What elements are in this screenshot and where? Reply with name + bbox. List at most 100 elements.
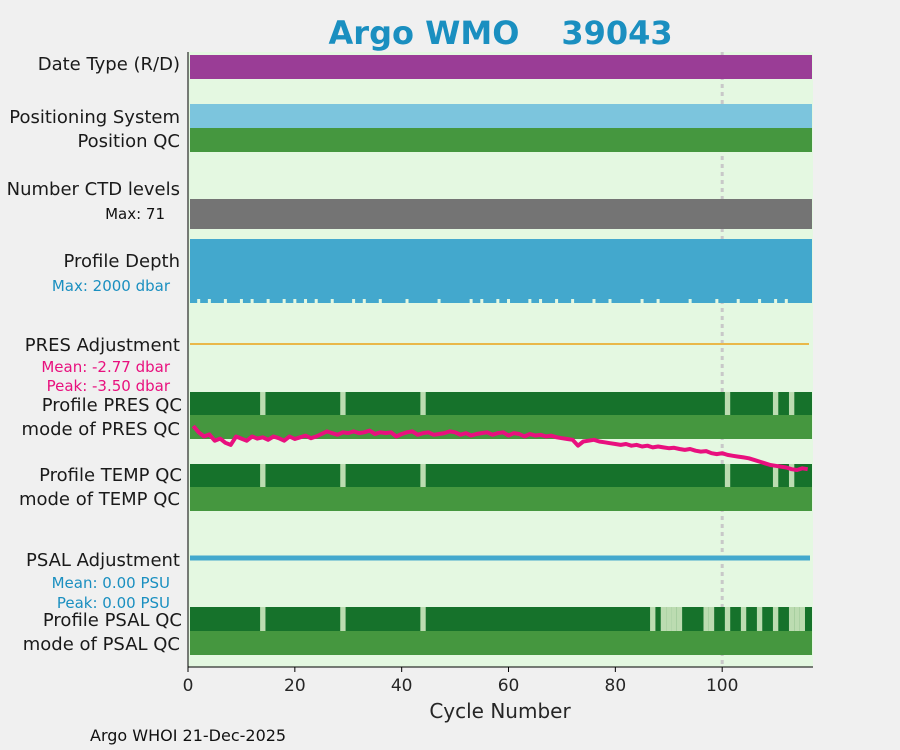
depth-gap-103 <box>736 299 740 303</box>
label-ctd-levels: Number CTD levels <box>7 179 180 200</box>
chart-title-prefix: Argo WMO <box>329 14 520 52</box>
x-tick-label-40: 40 <box>391 676 413 696</box>
psal-qc-row-cell-90 <box>666 607 672 631</box>
label-date-type: Date Type (R/D) <box>38 54 180 75</box>
psal-qc-row-cell-113 <box>788 607 795 631</box>
chart-title-wmo: 39043 <box>561 14 672 52</box>
label-psal-mode: mode of PSAL QC <box>23 634 180 655</box>
depth-gap-58 <box>496 299 500 303</box>
x-tick-label-0: 0 <box>183 676 194 696</box>
psal-qc-row-cell-44 <box>420 607 426 631</box>
depth-gap-7 <box>223 299 227 303</box>
label-pres-mode: mode of PRES QC <box>22 419 180 440</box>
psal-qc-row-cell-97 <box>703 607 709 631</box>
psal-qc-row-cell-114 <box>794 607 800 631</box>
depth-gap-112 <box>784 299 788 303</box>
depth-gap-12 <box>250 299 254 303</box>
pres-mode-bar <box>190 415 812 439</box>
depth-gap-10 <box>239 299 243 303</box>
date-type-bar <box>190 55 812 79</box>
depth-gap-24 <box>314 299 318 303</box>
temp-qc-row-cell-44 <box>420 464 426 487</box>
depth-gap-107 <box>758 299 762 303</box>
psal-qc-row-cell-29 <box>340 607 346 631</box>
annot-psal-peak: Peak: 0.00 PSU <box>57 594 170 612</box>
psal-qc-row-cell-110 <box>772 607 779 631</box>
temp-qc-row-cell-101 <box>724 464 731 487</box>
temp-mode-bar <box>190 487 812 511</box>
depth-gap-53 <box>469 299 473 303</box>
temp-qc-row-base <box>190 464 812 487</box>
annot-psal-mean: Mean: 0.00 PSU <box>52 574 170 592</box>
temp-qc-row-cell-113 <box>788 464 795 487</box>
label-psal-qc: Profile PSAL QC <box>43 610 182 631</box>
pres-adjustment-trace <box>191 424 809 472</box>
depth-gap-85 <box>640 299 644 303</box>
label-position-qc: Position QC <box>77 131 180 152</box>
pres-qc-row-cell-44 <box>420 392 426 415</box>
depth-gap-94 <box>688 299 692 303</box>
label-temp-mode: mode of TEMP QC <box>19 489 180 510</box>
psal-qc-row-cell-115 <box>799 607 805 631</box>
pres-qc-row <box>190 392 812 415</box>
depth-gap-33 <box>362 299 366 303</box>
pres-qc-row-cell-14 <box>260 392 266 415</box>
label-pres-qc: Profile PRES QC <box>42 395 182 416</box>
x-tick-label-60: 60 <box>498 676 520 696</box>
annot-pres-mean: Mean: -2.77 dbar <box>41 358 171 376</box>
depth-gap-55 <box>480 299 484 303</box>
depth-gap-66 <box>539 299 543 303</box>
psal-qc-row-cell-89 <box>660 607 667 631</box>
depth-gap-110 <box>774 299 778 303</box>
pres-qc-row-cell-113 <box>788 392 795 415</box>
label-profile-depth: Profile Depth <box>63 251 180 272</box>
x-tick-label-100: 100 <box>706 676 738 696</box>
depth-gap-88 <box>656 299 660 303</box>
plot-panel <box>188 52 813 667</box>
depth-gap-4 <box>207 299 211 303</box>
depth-gap-36 <box>378 299 382 303</box>
label-pres-adj: PRES Adjustment <box>25 335 180 356</box>
x-ticks: 0 20 40 60 80 100 <box>183 667 738 696</box>
depth-gap-27 <box>330 299 334 303</box>
temp-qc-row-cell-14 <box>260 464 266 487</box>
depth-gap-76 <box>592 299 596 303</box>
depth-gap-64 <box>528 299 532 303</box>
position-qc-bar <box>190 128 812 152</box>
x-tick-label-80: 80 <box>605 676 627 696</box>
psal-qc-row-cell-91 <box>671 607 677 631</box>
x-tick-label-20: 20 <box>284 676 306 696</box>
psal-qc-row-cell-87 <box>650 607 656 631</box>
depth-gap-72 <box>571 299 575 303</box>
depth-gap-31 <box>352 299 356 303</box>
annot-pres-peak: Peak: -3.50 dbar <box>47 377 171 395</box>
psal-qc-row-cell-92 <box>676 607 683 631</box>
psal-mode-bar <box>190 631 812 655</box>
psal-qc-row-cell-104 <box>740 607 747 631</box>
temp-qc-row <box>190 464 812 487</box>
depth-gap-69 <box>555 299 559 303</box>
psal-qc-row-base <box>190 607 812 631</box>
depth-gap-2 <box>197 299 201 303</box>
depth-gap-15 <box>266 299 270 303</box>
label-positioning: Positioning System <box>9 107 180 128</box>
depth-gap-60 <box>507 299 511 303</box>
psal-qc-row-cell-107 <box>756 607 763 631</box>
footer-credit: Argo WHOI 21-Dec-2025 <box>90 726 286 745</box>
psal-qc-row-cell-98 <box>708 607 715 631</box>
x-axis-label: Cycle Number <box>429 699 571 723</box>
psal-qc-row-cell-14 <box>260 607 266 631</box>
positioning-system-bar <box>190 104 812 128</box>
pres-qc-row-base <box>190 392 812 415</box>
depth-gap-47 <box>437 299 441 303</box>
temp-qc-row-cell-110 <box>772 464 779 487</box>
profile-depth-bar <box>190 239 812 303</box>
depth-gap-79 <box>608 299 612 303</box>
annot-depth-max: Max: 2000 dbar <box>52 277 171 295</box>
depth-gap-22 <box>304 299 308 303</box>
pres-qc-row-cell-101 <box>724 392 731 415</box>
depth-gap-99 <box>715 299 719 303</box>
label-psal-adj: PSAL Adjustment <box>26 550 180 571</box>
depth-gap-20 <box>293 299 297 303</box>
